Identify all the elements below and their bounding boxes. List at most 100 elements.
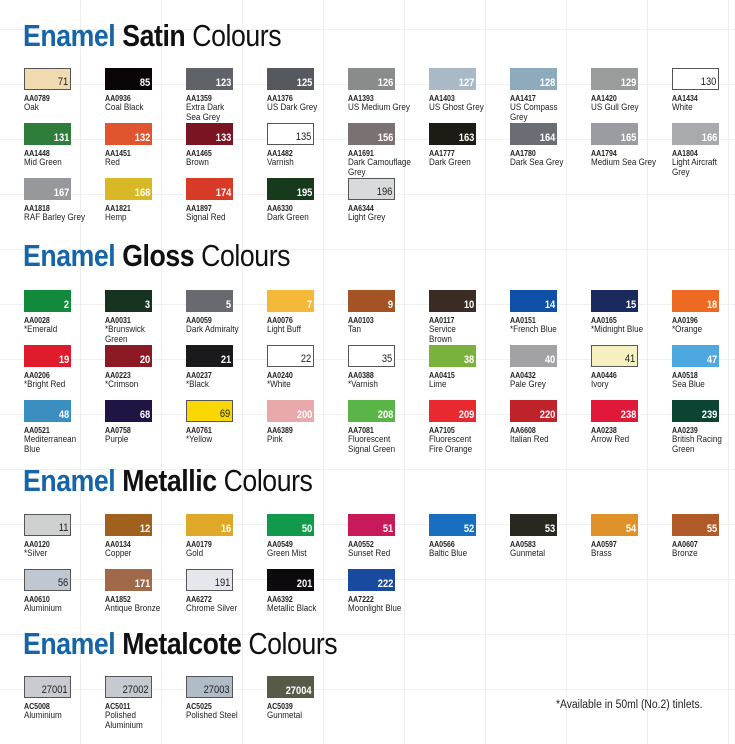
colour-number: 135	[295, 131, 311, 143]
product-code: AA0059	[186, 316, 212, 325]
colour-swatch: 20	[105, 345, 152, 367]
product-code: AA1465	[186, 149, 212, 158]
product-code: AA0240	[267, 371, 293, 380]
colour-name: Brown	[186, 157, 209, 168]
product-code: AA6392	[267, 595, 293, 604]
colour-card: 163 AA1777 Dark Green	[429, 123, 509, 168]
colour-number: 239	[701, 409, 717, 421]
colour-name: *Silver	[24, 548, 48, 559]
colour-card: 135 AA1482 Varnish	[267, 123, 347, 168]
colour-card: 41 AA0446 Ivory	[591, 345, 671, 390]
colour-name: US Gull Grey	[591, 102, 639, 113]
product-code: AA1420	[591, 94, 617, 103]
colour-number: 130	[700, 76, 716, 88]
colour-swatch: 51	[348, 514, 395, 536]
colour-card: 38 AA0415 Lime	[429, 345, 509, 390]
colour-name: Dark Green	[267, 212, 309, 223]
product-code: AA0196	[672, 316, 698, 325]
colour-swatch: 12	[105, 514, 152, 536]
colour-number: 167	[53, 187, 69, 199]
colour-name: Fluorescent Signal Green	[348, 434, 396, 455]
colour-number: 165	[620, 132, 636, 144]
colour-card: 20 AA0223 *Crimson	[105, 345, 185, 390]
colour-swatch: 2	[24, 290, 71, 312]
colour-swatch: 208	[348, 400, 395, 422]
colour-number: 53	[544, 523, 555, 535]
colour-swatch: 128	[510, 68, 557, 90]
colour-card: 222 AA7222 Moonlight Blue	[348, 569, 428, 614]
colour-number: 50	[301, 523, 312, 535]
product-code: AA1821	[105, 204, 131, 213]
colour-number: 5	[225, 299, 231, 311]
colour-swatch: 9	[348, 290, 395, 312]
colour-name: Bronze	[672, 548, 698, 559]
colour-name: *White	[267, 379, 291, 390]
product-code: AA1897	[186, 204, 212, 213]
product-code: AA1417	[510, 94, 536, 103]
colour-swatch: 50	[267, 514, 314, 536]
colour-swatch: 239	[672, 400, 719, 422]
product-code: AA1393	[348, 94, 374, 103]
product-code: AA0446	[591, 371, 617, 380]
colour-card: 200 AA6389 Pink	[267, 400, 347, 445]
colour-swatch: 10	[429, 290, 476, 312]
colour-number: 133	[215, 132, 231, 144]
colour-name: Light Buff	[267, 324, 301, 335]
colour-number: 156	[377, 132, 393, 144]
product-code: AA0552	[348, 540, 374, 549]
colour-swatch: 123	[186, 68, 233, 90]
product-code: AA1794	[591, 149, 617, 158]
colour-number: 18	[706, 299, 717, 311]
colour-card: 22 AA0240 *White	[267, 345, 347, 390]
product-code: AA0028	[24, 316, 50, 325]
colour-card: 220 AA6608 Italian Red	[510, 400, 590, 445]
colour-name: Oak	[24, 102, 39, 113]
colour-name: US Ghost Grey	[429, 102, 484, 113]
product-code: AA6389	[267, 426, 293, 435]
colour-card: 56 AA0610 Aluminium	[24, 569, 104, 614]
colour-name: Gunmetal	[267, 710, 303, 721]
colour-card: 9 AA0103 Tan	[348, 290, 428, 335]
product-code: AA1852	[105, 595, 131, 604]
section-title-word: Metalcote	[122, 626, 242, 661]
colour-number: 22	[300, 353, 311, 365]
colour-number: 15	[625, 299, 636, 311]
colour-number: 171	[134, 578, 150, 590]
colour-number: 166	[701, 132, 717, 144]
colour-card: 69 AA0761 *Yellow	[186, 400, 266, 445]
colour-number: 126	[377, 77, 393, 89]
colour-card: 12 AA0134 Copper	[105, 514, 185, 559]
product-code: AA1448	[24, 149, 50, 158]
colour-name: *Brunswick Green	[105, 324, 145, 345]
colour-name: Aluminium	[24, 710, 62, 721]
colour-swatch: 27004	[267, 676, 314, 698]
colour-swatch: 41	[591, 345, 638, 367]
colour-number: 196	[376, 186, 392, 198]
colour-swatch: 14	[510, 290, 557, 312]
product-code: AA0610	[24, 595, 50, 604]
colour-card: 131 AA1448 Mid Green	[24, 123, 104, 168]
colour-card: 209 AA7105 Fluorescent Fire Orange	[429, 400, 509, 454]
product-code: AA6272	[186, 595, 212, 604]
colour-name: Copper	[105, 548, 132, 559]
colour-name: Chrome Silver	[186, 603, 238, 614]
colour-swatch: 19	[24, 345, 71, 367]
colour-card: 129 AA1420 US Gull Grey	[591, 68, 671, 113]
colour-card: 55 AA0607 Bronze	[672, 514, 735, 559]
colour-swatch: 85	[105, 68, 152, 90]
colour-name: Gold	[186, 548, 204, 559]
footnote: *Available in 50ml (No.2) tinlets.	[556, 699, 703, 711]
product-code: AA0549	[267, 540, 293, 549]
section-title-word: Metallic	[122, 463, 217, 498]
colour-card: 127 AA1403 US Ghost Grey	[429, 68, 509, 113]
colour-number: 12	[139, 523, 150, 535]
product-code: AA1403	[429, 94, 455, 103]
colour-swatch: 191	[186, 569, 233, 591]
colour-number: 21	[220, 354, 231, 366]
colour-card: 48 AA0521 Mediterranean Blue	[24, 400, 104, 454]
product-code: AA1777	[429, 149, 455, 158]
colour-card: 53 AA0583 Gunmetal	[510, 514, 590, 559]
colour-card: 14 AA0151 *French Blue	[510, 290, 590, 335]
colour-card: 2 AA0028 *Emerald	[24, 290, 104, 335]
colour-card: 171 AA1852 Antique Bronze	[105, 569, 185, 614]
